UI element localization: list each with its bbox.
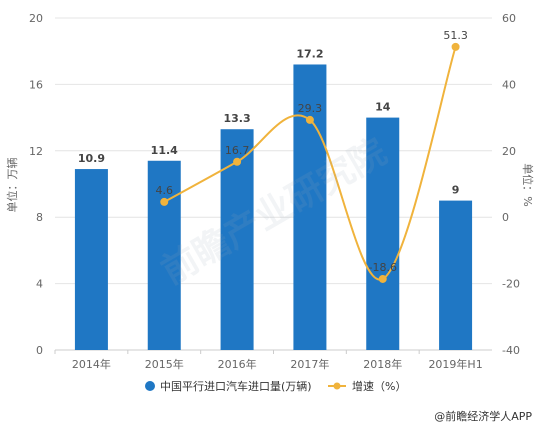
category-label: 2018年 — [363, 357, 402, 371]
left-tick-label: 20 — [29, 12, 43, 25]
category-label: 2015年 — [145, 357, 184, 371]
right-tick-label: 0 — [502, 211, 509, 224]
bar — [366, 117, 400, 350]
bar-value-label: 11.4 — [151, 144, 178, 157]
legend-bar-label: 中国平行进口汽车进口量(万辆) — [160, 379, 312, 393]
right-tick-label: -40 — [502, 344, 520, 357]
bar-value-label: 10.9 — [78, 152, 105, 165]
y-axis-label-left: 单位：万辆 — [5, 158, 19, 213]
bar-labels: 10.9 11.4 13.3 17.2 14 9 — [78, 47, 460, 196]
category-label: 2017年 — [290, 357, 329, 371]
grid — [55, 17, 492, 285]
bar-value-label: 14 — [375, 101, 391, 114]
right-tick-label: -20 — [502, 278, 520, 291]
growth-point — [378, 274, 387, 283]
growth-value-label: 51.3 — [443, 29, 468, 42]
legend-line-dot — [333, 382, 341, 390]
left-tick-label: 12 — [29, 145, 43, 158]
bar-value-label: 17.2 — [296, 47, 323, 60]
category-label: 2016年 — [218, 357, 257, 371]
bars — [74, 64, 473, 350]
category-label: 2019年H1 — [428, 357, 482, 371]
growth-point — [160, 197, 169, 206]
left-axis-ticks: 0 4 8 12 16 20 — [29, 12, 43, 357]
legend-line-label: 增速（%） — [352, 379, 406, 393]
growth-point — [233, 157, 242, 166]
right-tick-label: 40 — [502, 78, 516, 91]
bar — [147, 160, 181, 350]
left-tick-label: 4 — [36, 278, 43, 291]
category-ticks: 2014年 2015年 2016年 2017年 2018年 2019年H1 — [54, 350, 483, 371]
growth-value-label: 29.3 — [298, 102, 323, 115]
bar-value-label: 9 — [452, 184, 460, 197]
growth-line-path — [163, 46, 457, 281]
right-tick-label: 60 — [502, 12, 516, 25]
left-tick-label: 16 — [29, 78, 43, 91]
line-labels: 4.6 16.7 29.3 -18.6 51.3 — [156, 29, 468, 274]
category-label: 2014年 — [72, 357, 111, 371]
bar — [293, 64, 327, 350]
legend: 中国平行进口汽车进口量(万辆) 增速（%） — [145, 379, 406, 393]
source-credit: @前瞻经济学人APP — [434, 409, 532, 423]
growth-value-label: 4.6 — [156, 184, 174, 197]
bar-value-label: 13.3 — [224, 112, 251, 125]
y-axis-label-right: 单位：% — [521, 163, 535, 206]
bar — [439, 200, 473, 350]
watermark: 前瞻产业研究院 — [155, 131, 394, 293]
left-tick-label: 8 — [36, 211, 43, 224]
bar — [220, 129, 254, 350]
legend-bar-marker — [145, 381, 155, 391]
growth-point — [305, 115, 314, 124]
growth-point — [451, 42, 460, 51]
growth-value-label: -18.6 — [369, 261, 397, 274]
growth-line — [160, 42, 460, 283]
right-axis-ticks: -40 -20 0 20 40 60 — [502, 12, 520, 357]
bar — [74, 169, 108, 350]
growth-value-label: 16.7 — [225, 144, 250, 157]
right-tick-label: 20 — [502, 145, 516, 158]
left-tick-label: 0 — [36, 344, 43, 357]
